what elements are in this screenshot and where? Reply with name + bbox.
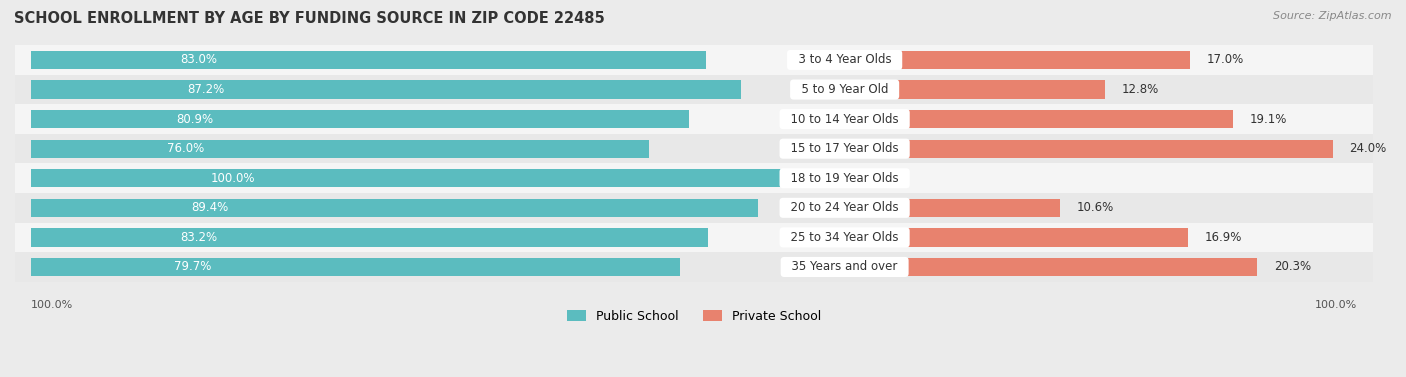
Text: Source: ZipAtlas.com: Source: ZipAtlas.com [1274,11,1392,21]
Bar [15,164,1374,193]
Text: 87.2%: 87.2% [187,83,225,96]
Bar [15,193,1374,222]
Text: SCHOOL ENROLLMENT BY AGE BY FUNDING SOURCE IN ZIP CODE 22485: SCHOOL ENROLLMENT BY AGE BY FUNDING SOUR… [14,11,605,26]
Bar [31,110,689,128]
Text: 18 to 19 Year Olds: 18 to 19 Year Olds [783,172,907,185]
Bar [845,258,1257,276]
Bar [15,75,1374,104]
Text: 100.0%: 100.0% [1315,299,1357,310]
Bar [845,80,1105,99]
Text: 100.0%: 100.0% [31,299,73,310]
Bar [31,199,758,217]
Text: 79.7%: 79.7% [174,261,211,273]
Text: 16.9%: 16.9% [1205,231,1241,244]
Text: 0.0%: 0.0% [860,172,890,185]
Bar [31,80,741,99]
Bar [15,45,1374,75]
Text: 3 to 4 Year Olds: 3 to 4 Year Olds [790,54,898,66]
Text: 19.1%: 19.1% [1250,113,1286,126]
Text: 80.9%: 80.9% [176,113,214,126]
Bar [845,199,1060,217]
Bar [15,104,1374,134]
Text: 89.4%: 89.4% [191,201,229,215]
Text: 24.0%: 24.0% [1348,142,1386,155]
Text: 25 to 34 Year Olds: 25 to 34 Year Olds [783,231,905,244]
Text: 83.2%: 83.2% [180,231,218,244]
Text: 20 to 24 Year Olds: 20 to 24 Year Olds [783,201,907,215]
Bar [15,134,1374,164]
Bar [31,258,679,276]
Bar [31,139,650,158]
Bar [15,252,1374,282]
Text: 10.6%: 10.6% [1077,201,1114,215]
Bar [845,110,1233,128]
Bar [15,222,1374,252]
Bar [31,228,709,247]
Text: 76.0%: 76.0% [167,142,204,155]
Text: 35 Years and over: 35 Years and over [785,261,905,273]
Text: 17.0%: 17.0% [1206,54,1244,66]
Text: 5 to 9 Year Old: 5 to 9 Year Old [793,83,896,96]
Bar [845,228,1188,247]
Legend: Public School, Private School: Public School, Private School [562,305,827,328]
Text: 12.8%: 12.8% [1121,83,1159,96]
Text: 83.0%: 83.0% [180,54,217,66]
Bar [31,51,706,69]
Text: 20.3%: 20.3% [1274,261,1310,273]
Text: 10 to 14 Year Olds: 10 to 14 Year Olds [783,113,907,126]
Bar [31,169,845,187]
Text: 15 to 17 Year Olds: 15 to 17 Year Olds [783,142,907,155]
Bar [845,139,1333,158]
Bar [845,51,1191,69]
Text: 100.0%: 100.0% [211,172,254,185]
